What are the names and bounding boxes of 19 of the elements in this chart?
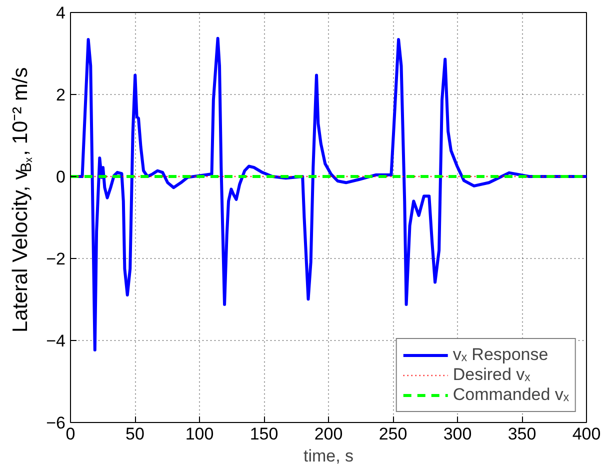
x-tick-label: 50	[126, 424, 144, 444]
x-tick-label: 150	[250, 424, 278, 444]
x-axis-title: time, s	[303, 446, 354, 466]
y-tick-label: 4	[56, 4, 66, 22]
x-tick-label: 200	[314, 424, 343, 444]
x-tick-label: 300	[443, 424, 472, 444]
y-tick-label: −2	[46, 250, 66, 268]
x-tick-label: 400	[572, 424, 601, 444]
legend-label: Commanded vₓ	[452, 385, 569, 405]
y-tick-label: 2	[56, 86, 66, 104]
y-tick-label: −4	[46, 332, 66, 350]
y-axis-title: Lateral Velocity, vBₓ, 10⁻² m/s	[9, 67, 35, 332]
x-tick-label: 350	[508, 424, 536, 444]
x-tick-label: 250	[378, 424, 408, 444]
x-tick-label: 100	[185, 424, 214, 444]
y-tick-label: 0	[56, 168, 66, 186]
y-tick-label: −6	[46, 414, 66, 432]
legend-label: vₓ Response	[452, 345, 548, 365]
legend-label: Desired vₓ	[452, 365, 530, 385]
